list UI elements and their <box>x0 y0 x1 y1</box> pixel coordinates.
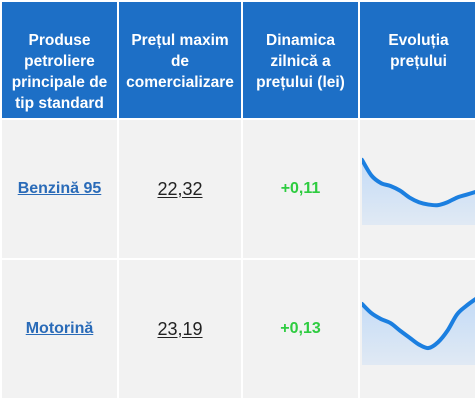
header-price-trend: Evoluția prețului <box>360 2 475 118</box>
max-price-value: 23,19 <box>157 318 203 339</box>
price-trend-sparkline <box>361 157 475 225</box>
header-max-price: Prețul maxim de comercializare <box>119 2 241 118</box>
sparkline-line <box>361 296 475 351</box>
price-cell: 23,19 <box>119 260 241 398</box>
product-cell: Motorină <box>2 260 117 398</box>
sparkline-area <box>361 299 475 365</box>
change-cell: +0,11 <box>243 120 358 258</box>
table-row: Motorină 23,19 +0,13 <box>2 260 475 398</box>
trend-cell <box>360 120 475 258</box>
product-cell: Benzină 95 <box>2 120 117 258</box>
trend-cell <box>360 260 475 398</box>
header-daily-change: Dinamica zilnică a prețului (lei) <box>243 2 358 118</box>
price-cell: 22,32 <box>119 120 241 258</box>
sparkline-line <box>361 157 475 208</box>
table-header-row: Produse petroliere principale de tip sta… <box>2 2 475 118</box>
daily-change-value: +0,11 <box>280 180 321 197</box>
header-products: Produse petroliere principale de tip sta… <box>2 2 117 118</box>
table-row: Benzină 95 22,32 +0,11 <box>2 120 475 258</box>
daily-change-value: +0,13 <box>280 320 321 337</box>
change-cell: +0,13 <box>243 260 358 398</box>
product-link-benzina-95[interactable]: Benzină 95 <box>17 180 102 197</box>
product-link-motorina[interactable]: Motorină <box>25 320 94 337</box>
max-price-value: 22,32 <box>157 178 203 199</box>
sparkline-area <box>361 159 475 225</box>
price-trend-sparkline <box>361 296 475 365</box>
